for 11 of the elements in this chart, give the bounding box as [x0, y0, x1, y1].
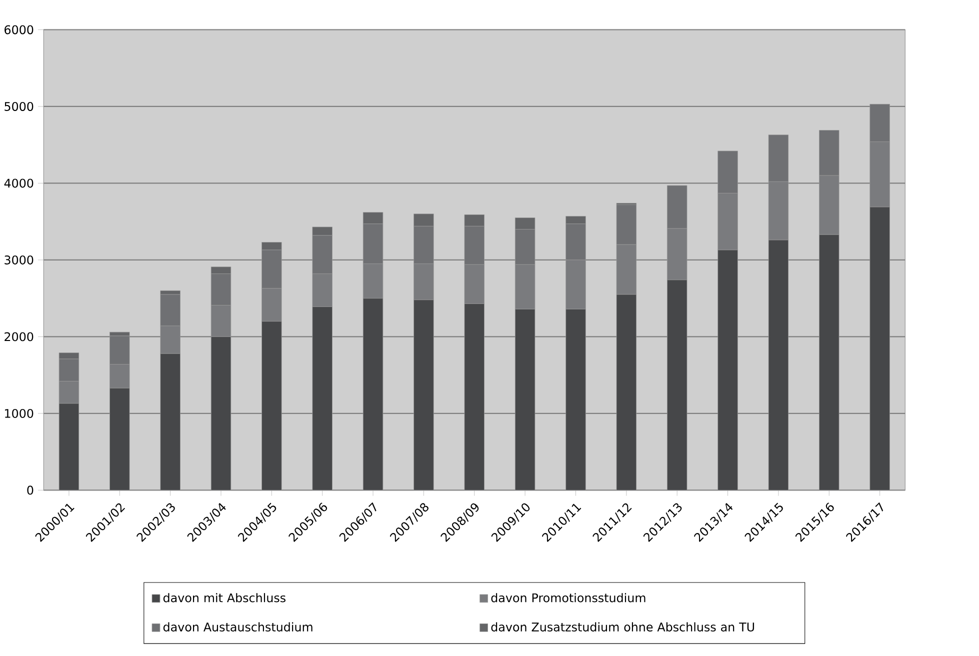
legend-label: davon Promotionsstudium [491, 593, 646, 603]
y-tick-label: 6000 [4, 25, 34, 34]
legend-label: davon Austauschstudium [163, 622, 312, 632]
legend-label: davon mit Abschluss [163, 593, 286, 603]
y-tick-label: 2000 [4, 332, 34, 342]
y-tick-label: 1000 [5, 409, 34, 418]
y-tick-label: 0 [27, 486, 34, 495]
y-tick-label: 4000 [4, 178, 34, 188]
legend-label: davon Zusatzstudium ohne Abschluss an TU [491, 622, 754, 632]
y-tick-label: 5000 [4, 102, 34, 112]
y-tick-label: 3000 [4, 256, 34, 265]
